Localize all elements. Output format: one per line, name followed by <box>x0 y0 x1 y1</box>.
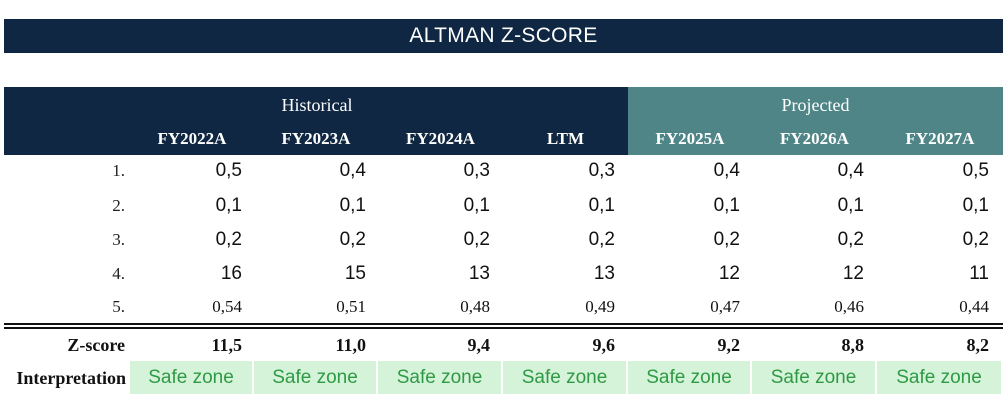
value-cell: 12 <box>718 263 740 284</box>
value-cell: 11 <box>969 263 989 284</box>
value-cell: 0,5 <box>962 160 989 181</box>
value-cell: 0,4 <box>339 160 366 181</box>
row-label: 1. <box>112 161 125 180</box>
value-cell: 0,2 <box>463 229 490 250</box>
projected-group-label: Projected <box>781 95 850 115</box>
column-header-fy2022a: FY2022A <box>157 129 227 148</box>
value-cell: 0,47 <box>710 297 740 316</box>
value-cell: 13 <box>593 263 615 284</box>
historical-group-label: Historical <box>281 95 353 115</box>
column-header-fy2023a: FY2023A <box>281 129 351 148</box>
zscore-cell: 11,5 <box>211 335 242 355</box>
safe-zone-badge: Safe zone <box>752 361 875 394</box>
value-cell: 0,2 <box>588 229 615 250</box>
value-cell: 0,1 <box>215 195 242 216</box>
column-header-fy2026a: FY2026A <box>780 129 849 148</box>
value-cell: 0,44 <box>959 297 989 316</box>
historical-header-band <box>4 87 628 155</box>
value-cell: 0,4 <box>713 160 740 181</box>
value-cell: 0,2 <box>962 229 989 250</box>
total-divider-line <box>4 327 1003 329</box>
zscore-cell: 11,0 <box>335 335 366 355</box>
value-cell: 0,49 <box>585 297 615 316</box>
value-cell: 0,2 <box>713 229 740 250</box>
value-cell: 0,1 <box>713 195 740 216</box>
value-cell: 0,2 <box>837 229 864 250</box>
safe-zone-badge: Safe zone <box>378 361 501 394</box>
value-cell: 0,51 <box>336 297 366 316</box>
value-cell: 0,2 <box>215 229 242 250</box>
interpretation-label: Interpretation <box>16 368 126 388</box>
zscore-cell: 9,4 <box>467 335 491 355</box>
value-cell: 0,4 <box>837 160 864 181</box>
column-header-ltm: LTM <box>546 129 585 148</box>
value-cell: 15 <box>344 263 366 284</box>
row-label: 2. <box>112 196 125 215</box>
safe-zone-badge: Safe zone <box>628 361 750 394</box>
column-header-fy2027a: FY2027A <box>905 129 975 148</box>
row-label: 4. <box>112 264 125 283</box>
value-cell: 0,1 <box>837 195 864 216</box>
value-cell: 0,5 <box>215 160 242 181</box>
zscore-cell: 8,8 <box>841 335 865 355</box>
value-cell: 0,1 <box>588 195 615 216</box>
value-cell: 0,54 <box>212 297 242 316</box>
value-cell: 16 <box>220 263 242 284</box>
value-cell: 0,2 <box>339 229 366 250</box>
value-cell: 0,3 <box>463 160 490 181</box>
value-cell: 12 <box>842 263 864 284</box>
table-title: ALTMAN Z-SCORE <box>4 19 1003 53</box>
row-label: 5. <box>112 297 125 316</box>
value-cell: 0,1 <box>339 195 366 216</box>
zscore-label: Z-score <box>67 335 125 355</box>
value-cell: 0,1 <box>962 195 989 216</box>
value-cell: 13 <box>468 263 490 284</box>
safe-zone-badge: Safe zone <box>877 361 1001 394</box>
zscore-cell: 8,2 <box>966 335 990 355</box>
value-cell: 0,1 <box>463 195 490 216</box>
row-label: 3. <box>112 230 125 249</box>
value-cell: 0,3 <box>588 160 615 181</box>
safe-zone-badge: Safe zone <box>130 361 252 394</box>
projected-header-band <box>628 87 1003 155</box>
value-cell: 0,48 <box>460 297 490 316</box>
column-header-fy2025a: FY2025A <box>655 129 725 148</box>
safe-zone-badge: Safe zone <box>503 361 626 394</box>
zscore-cell: 9,6 <box>592 335 616 355</box>
safe-zone-badge: Safe zone <box>254 361 376 394</box>
total-divider-line <box>4 323 1003 325</box>
column-header-fy2024a: FY2024A <box>406 129 475 148</box>
zscore-cell: 9,2 <box>717 335 741 355</box>
value-cell: 0,46 <box>834 297 864 316</box>
